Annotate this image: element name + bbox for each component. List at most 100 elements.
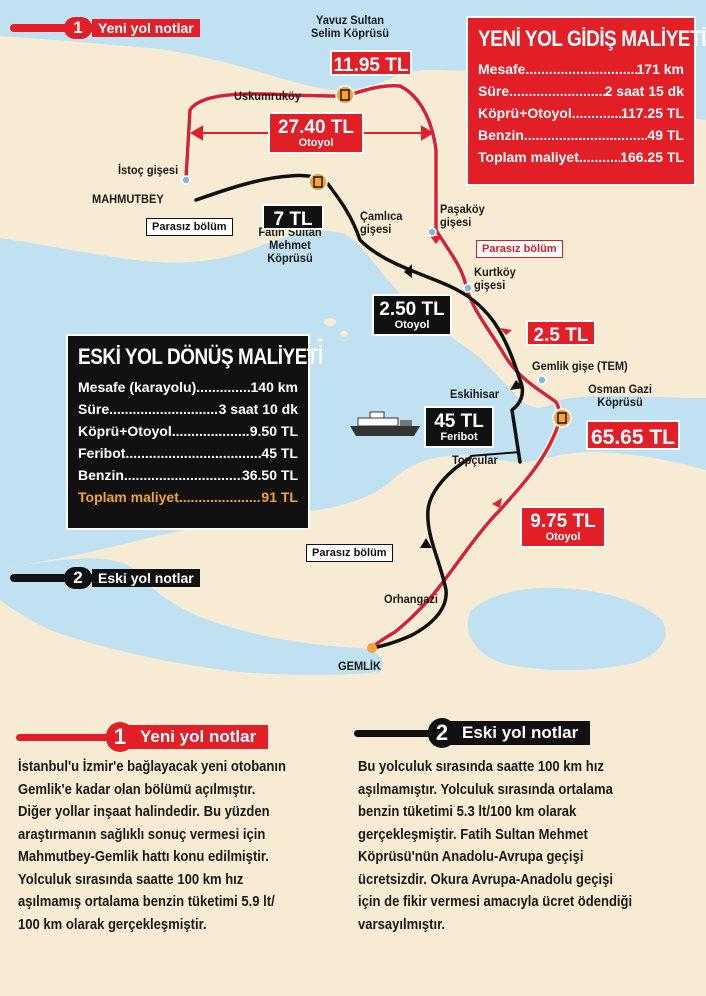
toll-tag-osman: 65.65 TL [586, 420, 680, 450]
toll-tag-fatih: 7 TL [262, 204, 324, 230]
old-cost-row-value: 91 TL [261, 489, 298, 505]
old-cost-row-leader: ........................................… [123, 467, 242, 483]
label-fatih-bridge: Fatih Sultan Mehmet Köprüsü [258, 225, 322, 265]
label-camlica: Çamlıca gişesi [360, 209, 403, 236]
new-cost-row-key: Benzin [478, 127, 524, 143]
notes-new-text: İstanbul'u İzmir'e bağlayacak yeni otoba… [18, 756, 348, 936]
label-topcular: Topçular [452, 453, 498, 467]
new-cost-row-value: 49 TL [647, 127, 684, 143]
legend-old-number: 2 [64, 567, 92, 589]
label-gemlik-gise: Gemlik gişe (TEM) [532, 359, 628, 373]
old-cost-title: ESKİ YOL DÖNÜŞ MALİYETİ [78, 344, 323, 369]
new-cost-row-leader: ........................................… [571, 105, 621, 121]
new-cost-row: Toplam maliyet..........................… [478, 146, 684, 168]
label-orhangazi: Orhangazi [384, 592, 438, 606]
new-cost-row-value: 166.25 TL [620, 149, 684, 165]
new-cost-row-key: Toplam maliyet [478, 149, 579, 165]
notes-new-line: aşılmamış ortalama benzin tüketimi 5.9 l… [18, 894, 275, 910]
notes-section [0, 710, 706, 996]
island [340, 331, 348, 337]
toll-tag-otoyol-top: 27.40 TL Otoyol [268, 112, 364, 154]
old-cost-rows: Mesafe (karayolu).......................… [78, 376, 298, 508]
notes-old-line: Köprüsü'nün Anadolu-Avrupa geçişi [358, 849, 584, 865]
new-cost-row-leader: ........................................… [525, 61, 636, 77]
old-cost-row-value: 45 TL [261, 445, 298, 461]
old-cost-row-key: Toplam maliyet [78, 489, 179, 505]
label-mahmutbey: MAHMUTBEY [92, 192, 164, 206]
label-gemlik: GEMLİK [338, 659, 381, 673]
old-cost-box: ESKİ YOL DÖNÜŞ MALİYETİ Mesafe (karayolu… [66, 334, 323, 530]
toll-tag-kurtkoy: 2.5 TL [526, 320, 596, 346]
notes-new-line: Yolculuk sırasında saatte 100 km hız [18, 871, 244, 888]
notes-old-text: Bu yolculuk sırasında saatte 100 km hız a… [358, 756, 698, 936]
old-cost-row-value: 3 saat 10 dk [218, 401, 298, 417]
old-cost-row-key: Süre [78, 401, 110, 417]
new-cost-row: Mesafe..................................… [478, 58, 684, 80]
new-cost-row: Köprü+Otoyol............................… [478, 102, 684, 124]
old-cost-row: Benzin..................................… [78, 464, 298, 486]
island [324, 318, 336, 326]
gemlik-bay [0, 558, 384, 675]
notes-new-line: Gemlik'e kadar olan bölümü açılmıştır. [18, 781, 256, 798]
old-cost-row-value: 140 km [250, 379, 298, 395]
label-osman-bridge: Osman Gazi Köprüsü [588, 382, 652, 409]
route-arrows [404, 264, 524, 548]
notes-new-line: araştırmanın sağlıklı sonuç vermesi için [18, 826, 266, 843]
label-yavuz-bridge: Yavuz Sultan Selim Köprüsü [311, 13, 389, 40]
label-kurtkoy: Kurtköy gişesi [474, 265, 516, 292]
old-cost-row-value: 9.50 TL [249, 423, 298, 439]
legend-new-label: Yeni yol notlar [92, 19, 200, 37]
new-cost-row-value: 2 saat 15 dk [604, 83, 684, 99]
notes-old-line: için de fikir vermesi amacıyla ücret öde… [358, 894, 633, 910]
gemlik-dot [367, 643, 377, 653]
iznik-lake [467, 587, 666, 670]
ferry-line [469, 451, 521, 457]
notes-old-title: Eski yol notlar [450, 721, 591, 745]
old-route [194, 173, 525, 650]
toll-tag-feribot: 45 TL Feribot [424, 406, 494, 448]
notes-old-header: 2 Eski yol notlar [354, 718, 654, 748]
new-cost-box: YENİ YOL GİDİŞ MALİYETİ Mesafe..........… [466, 16, 706, 186]
new-route-arrows [430, 236, 512, 508]
new-cost-row-value: 171 km [636, 61, 684, 77]
toll-tag-yavuz: 11.95 TL [330, 50, 412, 76]
old-cost-row-key: Benzin [78, 467, 124, 483]
old-cost-row-key: Köprü+Otoyol [78, 423, 172, 439]
new-cost-row-key: Mesafe [478, 61, 526, 77]
notes-old-line: ücretsizdir. Okura Avrupa-Anadolu geçişi [358, 871, 614, 888]
notes-old-line: Bu yolculuk sırasında saatte 100 km hız [358, 759, 604, 775]
legend-new-number: 1 [64, 17, 92, 39]
notes-old-line: aşılmamıştır. Yolculuk sırasında ortalam… [358, 781, 613, 798]
notes-old-line: gerçekleşmiştir. Fatih Sultan Mehmet [358, 826, 588, 843]
toll-tag-otoyol-south: 9.75 TL Otoyol [520, 506, 606, 548]
old-cost-row: Mesafe (karayolu).......................… [78, 376, 298, 398]
old-cost-row-leader: ........................................… [196, 379, 251, 395]
notes-new-header: 1 Yeni yol notlar [16, 722, 276, 752]
old-cost-row-leader: ........................................… [171, 423, 250, 439]
old-cost-row-key: Mesafe (karayolu) [78, 379, 197, 395]
notes-old-line: benzin tüketimi 5.3 lt/100 km olarak [358, 804, 577, 820]
new-cost-row-leader: ........................................… [523, 127, 648, 143]
old-cost-row-key: Feribot [78, 445, 126, 461]
new-cost-row-key: Köprü+Otoyol [478, 105, 572, 121]
new-cost-row-leader: ........................................… [509, 83, 605, 99]
new-cost-row: Süre....................................… [478, 80, 684, 102]
new-cost-row-leader: ........................................… [578, 149, 620, 165]
new-cost-title: YENİ YOL GİDİŞ MALİYETİ [478, 26, 706, 51]
notes-old-line: varsayılmıştır. [358, 916, 446, 933]
notes-new-title: Yeni yol notlar [128, 725, 269, 749]
free-section-left: Parasız bölüm [146, 218, 233, 236]
island [317, 338, 323, 342]
toll-tag-camlica-otoyol: 2.50 TL Otoyol [372, 294, 452, 336]
old-cost-row: Süre....................................… [78, 398, 298, 420]
notes-new-line: Mahmutbey-Gemlik hattı konu edilmiştir. [18, 849, 269, 865]
new-cost-row-key: Süre [478, 83, 510, 99]
new-cost-row-value: 117.25 TL [620, 105, 684, 121]
ferry-ship-icon [350, 411, 420, 436]
notes-new-line: 100 km olarak gerçekleşmiştir. [18, 916, 207, 933]
bridge-icons [308, 85, 572, 428]
label-pasakoy: Paşaköy gişesi [440, 202, 485, 229]
old-cost-row-leader: ........................................… [109, 401, 219, 417]
new-cost-row: Benzin..................................… [478, 124, 684, 146]
